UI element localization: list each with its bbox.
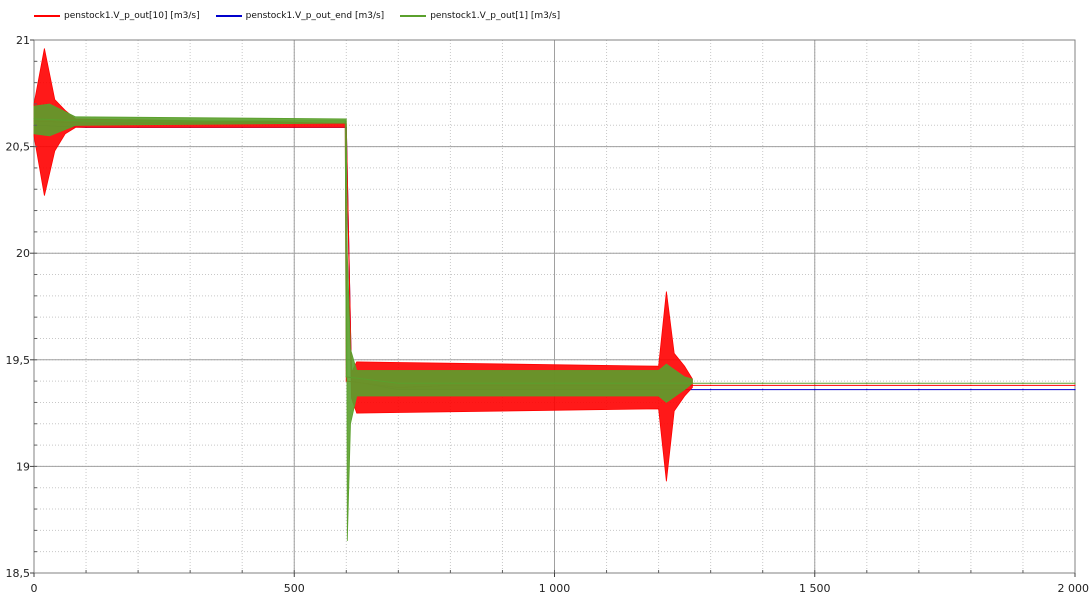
series-3-point	[33, 118, 35, 120]
legend-item-series-2: penstock1.V_p_out_end [m3/s]	[215, 9, 385, 23]
series-3-point	[189, 120, 191, 122]
x-tick-label: 1 000	[539, 582, 571, 595]
series-1-point	[710, 384, 712, 386]
x-tick-label: 0	[31, 582, 38, 595]
legend-item-series-1: penstock1.V_p_out[10] [m3/s]	[34, 9, 200, 23]
series-2-point	[970, 389, 972, 391]
legend-label-series-2: penstock1.V_p_out_end [m3/s]	[245, 11, 385, 21]
y-tick-label: 19	[16, 460, 30, 473]
y-tick-label: 20,5	[6, 141, 31, 154]
series-3-oscillation-band	[33, 103, 693, 542]
series-2-point	[762, 389, 764, 391]
series-2-point	[1074, 389, 1076, 391]
series-3-point	[344, 120, 346, 122]
series-3-point	[866, 382, 868, 384]
series-3	[33, 103, 1076, 542]
series-1-point	[1074, 384, 1076, 386]
series-3-point	[293, 120, 295, 122]
y-tick-label: 18,5	[6, 567, 31, 580]
series-3-point	[137, 120, 139, 122]
legend-item-series-3: penstock1.V_p_out[1] [m3/s]	[400, 9, 560, 23]
series-3-point	[241, 120, 243, 122]
y-axis-tick-labels: 18,5 19 19,5 20 20,5 21	[6, 34, 31, 580]
series-layer	[33, 48, 1076, 542]
series-1-point	[814, 384, 816, 386]
series-3-point	[605, 382, 608, 384]
series-1-point	[1022, 384, 1024, 386]
tick-marks	[30, 39, 1076, 577]
series-3-point	[553, 382, 556, 384]
series-3-point	[85, 120, 87, 122]
series-3-point	[814, 382, 816, 384]
series-2-point	[1022, 389, 1024, 391]
series-2-point	[918, 389, 920, 391]
series-2-point	[814, 389, 816, 391]
x-tick-label: 500	[284, 582, 305, 595]
x-tick-label: 1 500	[799, 582, 831, 595]
series-1-point	[970, 384, 972, 386]
legend-label-series-3: penstock1.V_p_out[1] [m3/s]	[430, 11, 561, 21]
series-1-oscillation-band	[33, 48, 693, 482]
series-3-point	[918, 382, 920, 384]
legend-label-series-1: penstock1.V_p_out[10] [m3/s]	[64, 11, 200, 21]
y-tick-label: 20	[16, 247, 30, 260]
series-1-point	[866, 384, 868, 386]
series-3-point	[762, 382, 764, 384]
x-tick-label: 2 000	[1058, 582, 1090, 595]
series-3-point	[970, 382, 972, 384]
series-3-point	[345, 376, 347, 378]
series-2-point	[710, 389, 712, 391]
y-tick-label: 19,5	[6, 354, 31, 367]
series-3-point	[658, 382, 660, 384]
x-axis-tick-labels: 0 500 1 000 1 500 2 000	[31, 582, 1090, 595]
series-2-point	[866, 389, 868, 391]
legend: penstock1.V_p_out[10] [m3/s] penstock1.V…	[34, 9, 560, 23]
legend-swatch-series-2	[215, 15, 242, 17]
series-3-point	[397, 382, 399, 384]
series-3-point	[1022, 382, 1024, 384]
series-3-point	[710, 382, 712, 384]
legend-swatch-series-1	[34, 15, 60, 17]
series-3-line	[33, 118, 1075, 384]
legend-swatch-series-3	[400, 15, 427, 17]
series-3-point	[449, 382, 451, 384]
y-tick-label: 21	[16, 34, 30, 47]
series-3-point	[1074, 382, 1076, 384]
series-1-point	[918, 384, 920, 386]
series-3-point	[501, 382, 504, 384]
series-1-point	[762, 384, 764, 386]
